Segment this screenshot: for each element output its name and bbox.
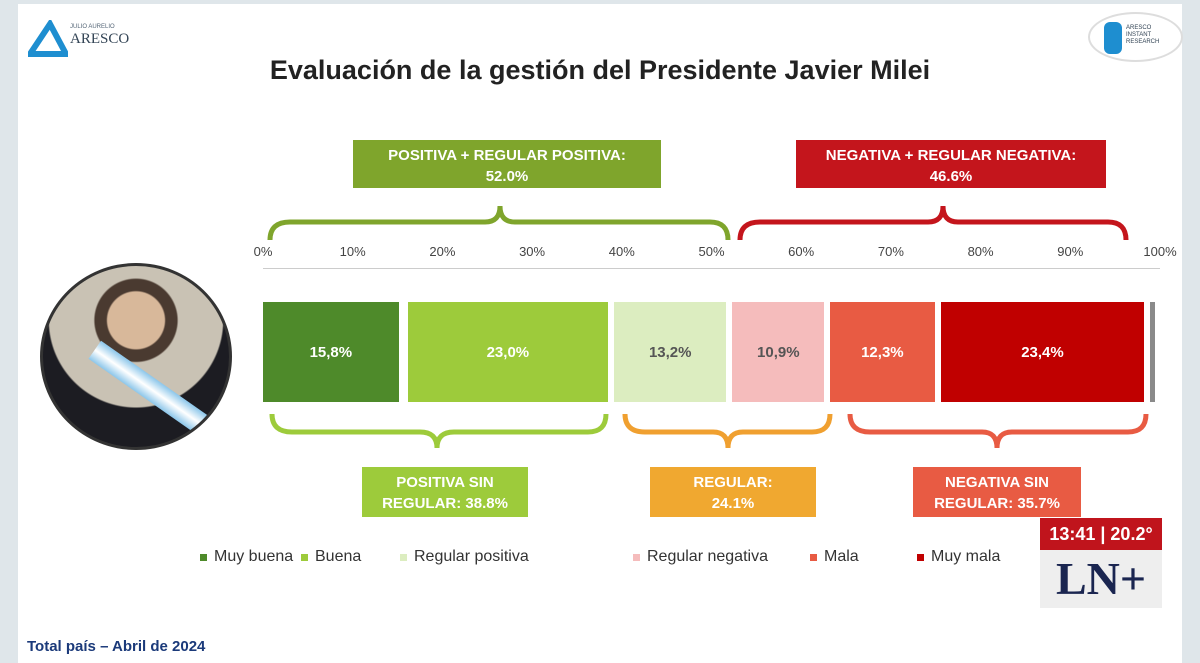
legend-label: Buena — [315, 548, 362, 565]
logo-text: ARESCO — [70, 31, 130, 47]
legend-swatch — [200, 553, 207, 561]
legend-label: Muy buena — [214, 548, 294, 565]
bar-segment — [1150, 302, 1156, 402]
legend-label: Regular negativa — [647, 548, 768, 565]
tick-label: 40% — [608, 244, 635, 259]
legend-label: Muy mala — [931, 548, 1001, 565]
bar-segment: 10,9% — [732, 302, 825, 402]
bar-segment: 23,0% — [407, 302, 609, 402]
logo-small-text: JULIO AURELIO — [70, 24, 115, 30]
aresco-logo: JULIO AURELIO ARESCO — [24, 18, 138, 58]
legend-item: Muy buena — [200, 548, 293, 566]
legend-swatch — [810, 553, 817, 561]
axis-line — [263, 268, 1160, 269]
legend-item: Regular negativa — [633, 548, 768, 566]
tick-label: 70% — [877, 244, 904, 259]
tick-label: 100% — [1143, 244, 1177, 259]
legend-label: Regular positiva — [414, 548, 529, 565]
negative-top-brace — [737, 205, 1129, 241]
legend-swatch — [917, 553, 924, 561]
box-value: REGULAR: 35.7% — [934, 495, 1060, 512]
box-value: 24.1% — [711, 495, 755, 512]
bar-segment: 15,8% — [263, 302, 399, 402]
legend-swatch — [301, 553, 308, 561]
negative-total-box: NEGATIVA + REGULAR NEGATIVA: 46.6% — [796, 140, 1106, 188]
legend-swatch — [400, 553, 407, 561]
positive-top-brace — [267, 205, 731, 241]
aresco-triangle-icon — [24, 18, 71, 57]
box-value: REGULAR: 38.8% — [382, 495, 508, 512]
positive-sin-brace — [269, 413, 609, 449]
positive-total-box: POSITIVA + REGULAR POSITIVA: 52.0% — [353, 140, 661, 188]
negative-sin-box: NEGATIVA SIN REGULAR: 35.7% — [913, 467, 1081, 517]
bar-segment: 23,4% — [940, 302, 1145, 402]
legend-item: Mala — [810, 548, 859, 566]
tick-label: 0% — [253, 244, 273, 259]
regular-brace — [622, 413, 833, 449]
tick-label: 90% — [1057, 244, 1084, 259]
bar-segment: 12,3% — [830, 302, 935, 402]
box-line: NEGATIVA SIN — [945, 474, 1049, 491]
box-value: 46.6% — [929, 168, 973, 185]
tick-label: 80% — [967, 244, 994, 259]
bar-segment: 13,2% — [614, 302, 727, 402]
box-value: 52.0% — [485, 168, 529, 185]
president-photo — [40, 263, 232, 450]
chart-title: Evaluación de la gestión del Presidente … — [269, 55, 931, 85]
negative-sin-brace — [847, 413, 1149, 449]
legend-item: Buena — [301, 548, 361, 566]
clock-badge: 13:41 | 20.2° — [1040, 518, 1162, 550]
aresco-research-logo: ARESCO INSTANT RESEARCH — [1088, 12, 1183, 62]
ln-plus-logo: LN+ — [1040, 550, 1162, 608]
tick-label: 20% — [429, 244, 456, 259]
regular-box: REGULAR: 24.1% — [650, 467, 816, 517]
tick-label: 60% — [788, 244, 815, 259]
box-line: POSITIVA + REGULAR POSITIVA: — [388, 147, 626, 164]
tick-label: 10% — [339, 244, 366, 259]
positive-sin-box: POSITIVA SIN REGULAR: 38.8% — [362, 467, 528, 517]
box-line: REGULAR: — [693, 474, 773, 491]
tick-label: 50% — [698, 244, 725, 259]
legend-swatch — [633, 553, 640, 561]
tick-label: 30% — [519, 244, 546, 259]
legend-label: Mala — [824, 548, 859, 565]
legend-item: Muy mala — [917, 548, 1000, 566]
box-line: POSITIVA SIN — [396, 474, 494, 491]
footer-text: Total país – Abril de 2024 — [27, 638, 206, 655]
box-line: NEGATIVA + REGULAR NEGATIVA: — [825, 147, 1077, 164]
legend-item: Regular positiva — [400, 548, 529, 566]
